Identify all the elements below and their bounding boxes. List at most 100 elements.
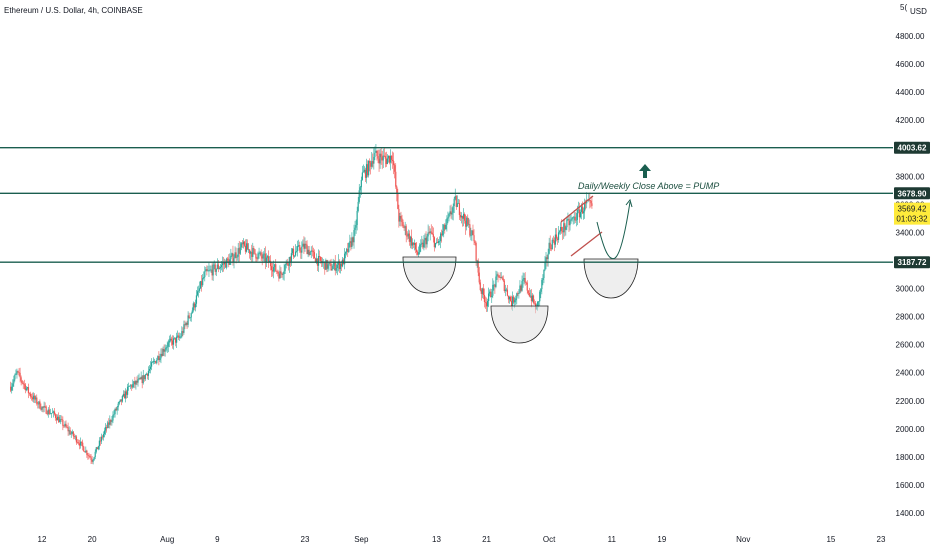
candle-body (364, 169, 367, 178)
candle-body (530, 295, 533, 302)
candle-body (108, 422, 110, 425)
candle-body (374, 152, 376, 157)
candle-body (256, 258, 258, 260)
candle-body (572, 217, 574, 219)
price-axis-background[interactable] (893, 0, 932, 550)
candle-body (466, 217, 468, 227)
candle-body (393, 161, 395, 166)
candle-body (416, 249, 418, 253)
arrow-up-icon[interactable] (639, 164, 651, 178)
candle-body (537, 301, 539, 307)
candle-body (80, 441, 82, 446)
channel-line-upper[interactable] (560, 195, 594, 223)
candle-body (380, 153, 382, 158)
candle-body (81, 441, 83, 443)
candle-body (26, 387, 28, 389)
candle-body (37, 403, 39, 405)
candle-body (474, 241, 476, 244)
candle-body (526, 282, 528, 291)
candle-body (91, 459, 93, 462)
candle-body (411, 242, 414, 246)
candle-body (379, 153, 381, 164)
level-price-tag[interactable] (894, 256, 930, 269)
candle-body (529, 295, 531, 297)
level-price-tag[interactable] (894, 141, 930, 154)
annotation-text[interactable]: Daily/Weekly Close Above = PUMP (578, 181, 719, 191)
candle-body (148, 368, 151, 371)
candle-body (309, 251, 311, 255)
candle-body (332, 265, 334, 270)
time-axis[interactable]: 12 20 Aug 9 23 Sep 13 21 Oct 11 19 Nov 15 23 (38, 535, 886, 544)
candle-body (212, 264, 214, 276)
candle-body (420, 243, 422, 245)
candle-body (585, 202, 587, 204)
currency-prefix: 5( (900, 3, 907, 12)
projection-curve[interactable] (596, 201, 631, 260)
candle-body (553, 240, 555, 245)
candle-body (455, 196, 457, 207)
y-tick-label: 4400.00 (896, 88, 925, 97)
candle-body (381, 157, 383, 161)
candle-body (407, 233, 409, 237)
candle-body (14, 374, 16, 380)
candle-body (352, 237, 354, 243)
candle-body (209, 269, 211, 271)
candle-body (258, 253, 260, 255)
candle-body (70, 433, 72, 435)
candle-body (453, 198, 455, 207)
cup-shape-2[interactable] (490, 305, 549, 344)
candle-body (146, 373, 148, 376)
candle-body (110, 420, 112, 422)
candle-body (227, 258, 229, 260)
candle-body (125, 391, 128, 395)
candle-body (369, 160, 371, 163)
candle-body (242, 241, 245, 245)
candle-body (333, 261, 335, 266)
candle-body (164, 349, 166, 352)
candle-body (186, 322, 188, 325)
drawings-layer: Daily/Weekly Close Above = PUMP (402, 164, 719, 344)
candle-body (330, 263, 332, 271)
y-tick-label: 1800.00 (896, 453, 925, 462)
level-price-tag[interactable] (894, 187, 930, 200)
candle-body (194, 303, 196, 308)
candle-body (237, 248, 239, 257)
candle-body (132, 383, 134, 388)
candle-body (106, 427, 108, 429)
y-tick-label: 2600.00 (896, 341, 925, 350)
candle-body (29, 393, 32, 397)
candle-body (193, 303, 195, 308)
x-tick-label: 19 (657, 535, 666, 544)
candle-body (233, 258, 235, 262)
candle-body (468, 224, 470, 225)
cup-shape-1[interactable] (402, 256, 457, 294)
candle-body (508, 296, 511, 300)
candle-body (20, 377, 22, 381)
candle-body (89, 455, 91, 458)
candle-body (349, 241, 351, 243)
candle-body (565, 227, 567, 230)
candle-body (493, 284, 495, 286)
candle-body (584, 202, 586, 212)
candle-body (490, 291, 492, 298)
channel-line-lower[interactable] (570, 231, 603, 257)
chart-title: Ethereum / U.S. Dollar, 4h, COINBASE (4, 6, 143, 15)
candle-body (169, 338, 171, 341)
candle-body (216, 264, 218, 269)
candle-body (389, 155, 392, 163)
candle-body (179, 337, 181, 338)
candle-body (404, 226, 406, 228)
x-tick-label: 9 (215, 535, 220, 544)
last-price-tag[interactable] (894, 202, 930, 225)
candle-body (375, 150, 377, 153)
candle-body (190, 313, 192, 318)
cup-shape-3[interactable] (583, 258, 639, 299)
candle-body (42, 406, 44, 408)
candle-body (589, 199, 591, 201)
candle-body (293, 255, 296, 257)
candle-body (576, 209, 578, 220)
candle-body (270, 266, 273, 271)
candle-body (440, 233, 442, 241)
